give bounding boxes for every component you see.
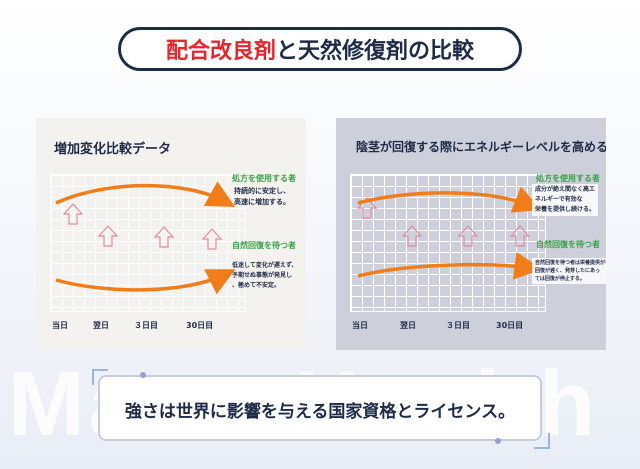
- up-arrow-icon: [509, 225, 531, 247]
- up-arrow-icon: [62, 203, 84, 225]
- up-arrow-icon: [457, 225, 479, 247]
- page-title-highlight: 配合改良剤: [165, 39, 276, 64]
- page-title: 配合改良剤 と天然修復剤の比較: [118, 27, 522, 71]
- natural-recovery-description: 低迷して変化が遅えず、 予期せぬ事態が発見し 、極めて不安定。: [232, 262, 298, 289]
- panel-title: 陰茎が回復する際にエネルギーレベルを高める: [356, 140, 606, 154]
- frame-dot-decoration: [495, 438, 501, 444]
- natural-recovery-description: 自然回復を待つ者は栄養提供がなく 回復が遅く、発芽したにあっ ては回復が停止する…: [532, 258, 606, 284]
- prescription-curve: [357, 186, 542, 213]
- up-arrow-icon: [356, 197, 378, 219]
- prescription-users-label: 処方を使用する者: [536, 174, 600, 183]
- natural-curve: [357, 251, 543, 280]
- prescription-users-label: 処方を使用する者: [232, 174, 296, 183]
- frame-dot-decoration: [140, 372, 146, 378]
- tagline-text: 強さは世界に影響を与える国家資格とライセンス。: [124, 402, 516, 422]
- natural-recovery-label: 自然回復を待つ者: [536, 240, 600, 249]
- page-title-rest: と天然修復剤の比較: [276, 39, 475, 64]
- up-arrow-icon: [97, 225, 119, 247]
- tagline-banner: 強さは世界に影響を与える国家資格とライセンス。: [98, 375, 542, 441]
- frame-corner-decoration: [92, 369, 108, 385]
- x-axis-label: 翌日: [93, 321, 109, 330]
- panel-title: 増加変化比較データ: [54, 142, 172, 157]
- energy-level-panel: 陰茎が回復する際にエネルギーレベルを高める 処方を使用する者 成分が絶え間なく高…: [336, 118, 606, 350]
- x-axis-label: ３日目: [446, 321, 470, 330]
- prescription-users-description: 持続的に安定し、 高速に増加する。: [234, 187, 290, 206]
- natural-curve: [55, 269, 236, 295]
- curves-layer: [55, 181, 236, 295]
- prescription-curve: [55, 181, 236, 208]
- x-axis-label: 30日目: [186, 321, 214, 330]
- growth-comparison-panel: 増加変化比較データ 処方を使用する者 持続的に安定し、 高速に増加する。 自然回…: [36, 118, 306, 350]
- up-arrow-icon: [153, 226, 175, 248]
- x-axis-label: 翌日: [400, 321, 416, 330]
- x-axis-label: 当日: [352, 321, 368, 330]
- x-axis-label: 30日目: [496, 321, 524, 330]
- x-axis-label: 当日: [52, 321, 68, 330]
- up-arrow-icon: [401, 225, 423, 247]
- natural-recovery-label: 自然回復を待つ者: [232, 241, 296, 250]
- prescription-users-description: 成分が絶え間なく高エ ネルギーで有効な 栄養を提供し続ける。: [532, 184, 599, 216]
- curves-layer: [356, 186, 543, 280]
- frame-corner-decoration: [534, 433, 550, 449]
- x-axis-label: ３日目: [134, 321, 158, 330]
- up-arrow-icon: [201, 228, 223, 250]
